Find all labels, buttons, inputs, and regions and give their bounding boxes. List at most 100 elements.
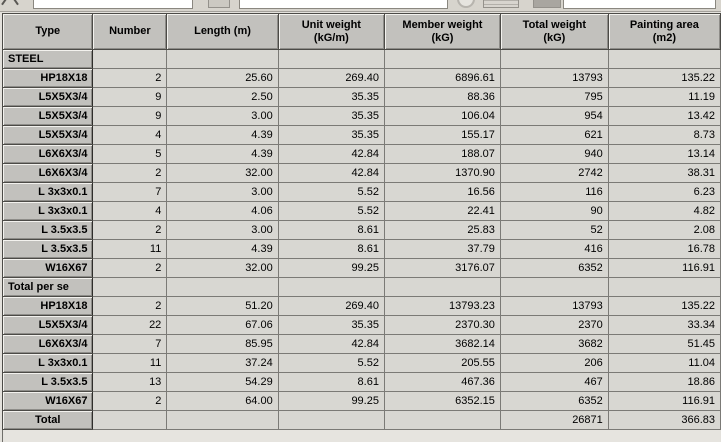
data-cell[interactable]: 54.29 (166, 372, 279, 392)
data-cell[interactable]: 16.56 (383, 182, 501, 202)
data-cell[interactable]: 13.42 (607, 106, 721, 126)
type-cell[interactable]: L 3x3x0.1 (1, 201, 94, 221)
toolbar-button-1[interactable] (208, 0, 230, 8)
data-cell[interactable]: 467 (499, 372, 609, 392)
data-cell[interactable] (277, 49, 385, 69)
data-cell[interactable] (607, 277, 721, 297)
data-cell[interactable]: 269.40 (277, 296, 385, 316)
data-cell[interactable]: 155.17 (383, 125, 501, 145)
grid-tool-button[interactable] (483, 0, 519, 8)
data-cell[interactable]: 2 (92, 296, 168, 316)
data-cell[interactable]: 2 (92, 163, 168, 183)
data-cell[interactable]: 2370 (499, 315, 609, 335)
data-cell[interactable]: 37.79 (383, 239, 501, 259)
type-cell[interactable]: L 3.5x3.5 (1, 239, 94, 259)
data-cell[interactable]: 954 (499, 106, 609, 126)
data-cell[interactable] (166, 49, 279, 69)
data-cell[interactable]: 42.84 (277, 163, 385, 183)
data-cell[interactable]: 135.22 (607, 68, 721, 88)
type-cell[interactable]: L5X5X3/4 (1, 106, 94, 126)
data-cell[interactable]: 38.31 (607, 163, 721, 183)
data-cell[interactable]: 37.24 (166, 353, 279, 373)
data-cell[interactable]: 13793.23 (383, 296, 501, 316)
toolbar-input-2[interactable] (239, 0, 448, 9)
circle-tool-icon[interactable] (457, 0, 475, 8)
partial-tool-icon-1[interactable] (1, 0, 11, 6)
column-header-number[interactable]: Number (92, 13, 168, 50)
data-cell[interactable]: 3.00 (166, 106, 279, 126)
data-cell[interactable]: 13793 (499, 68, 609, 88)
data-cell[interactable]: 2.50 (166, 87, 279, 107)
data-cell[interactable]: 13793 (499, 296, 609, 316)
data-cell[interactable]: 18.86 (607, 372, 721, 392)
data-cell[interactable]: 795 (499, 87, 609, 107)
data-cell[interactable]: 42.84 (277, 334, 385, 354)
data-cell[interactable]: 2742 (499, 163, 609, 183)
data-cell[interactable] (92, 277, 168, 297)
toolbar-input-1[interactable] (33, 0, 193, 9)
data-cell[interactable]: 8.61 (277, 372, 385, 392)
data-cell[interactable] (166, 277, 279, 297)
data-cell[interactable] (607, 49, 721, 69)
data-cell[interactable]: 188.07 (383, 144, 501, 164)
data-cell[interactable]: 467.36 (383, 372, 501, 392)
data-cell[interactable]: 11 (92, 353, 168, 373)
data-cell[interactable]: 90 (499, 201, 609, 221)
type-cell[interactable]: L 3x3x0.1 (1, 353, 94, 373)
type-cell[interactable]: W16X67 (1, 391, 94, 411)
partial-tool-icon-2[interactable] (9, 0, 19, 6)
data-cell[interactable]: 6352 (499, 258, 609, 278)
data-cell[interactable]: 13 (92, 372, 168, 392)
data-cell[interactable]: 106.04 (383, 106, 501, 126)
data-cell[interactable] (277, 410, 385, 430)
data-cell[interactable] (383, 277, 501, 297)
data-cell[interactable]: 11 (92, 239, 168, 259)
data-cell[interactable]: 35.35 (277, 87, 385, 107)
data-cell[interactable]: 42.84 (277, 144, 385, 164)
type-cell[interactable]: L 3x3x0.1 (1, 182, 94, 202)
data-cell[interactable]: 8.73 (607, 125, 721, 145)
data-cell[interactable]: 11.19 (607, 87, 721, 107)
type-cell[interactable]: L6X6X3/4 (1, 163, 94, 183)
data-cell[interactable]: 8.61 (277, 220, 385, 240)
data-cell[interactable]: 51.20 (166, 296, 279, 316)
data-cell[interactable]: 205.55 (383, 353, 501, 373)
data-cell[interactable]: 99.25 (277, 391, 385, 411)
data-cell[interactable]: 88.36 (383, 87, 501, 107)
type-cell[interactable]: L5X5X3/4 (1, 87, 94, 107)
data-cell[interactable]: 4.82 (607, 201, 721, 221)
data-cell[interactable] (499, 49, 609, 69)
data-cell[interactable]: 3.00 (166, 182, 279, 202)
type-cell[interactable]: L6X6X3/4 (1, 334, 94, 354)
data-cell[interactable]: 25.60 (166, 68, 279, 88)
data-cell[interactable] (499, 277, 609, 297)
data-cell[interactable]: 64.00 (166, 391, 279, 411)
data-cell[interactable]: 22.41 (383, 201, 501, 221)
data-cell[interactable] (92, 49, 168, 69)
data-cell[interactable] (383, 410, 501, 430)
data-cell[interactable]: 4.39 (166, 125, 279, 145)
data-cell[interactable]: 51.45 (607, 334, 721, 354)
data-cell[interactable]: 11.04 (607, 353, 721, 373)
data-cell[interactable]: 35.35 (277, 125, 385, 145)
data-cell[interactable]: 135.22 (607, 296, 721, 316)
type-cell[interactable]: L5X5X3/4 (1, 125, 94, 145)
data-cell[interactable]: 32.00 (166, 163, 279, 183)
data-cell[interactable]: 8.61 (277, 239, 385, 259)
data-cell[interactable]: 1370.90 (383, 163, 501, 183)
data-cell[interactable]: 7 (92, 334, 168, 354)
type-cell[interactable]: HP18X18 (1, 68, 94, 88)
section-label-cell[interactable]: Total per se (1, 277, 94, 297)
data-cell[interactable]: 9 (92, 106, 168, 126)
type-cell[interactable]: L 3.5x3.5 (1, 372, 94, 392)
column-header-painting-area[interactable]: Painting area (m2) (607, 13, 721, 50)
data-cell[interactable]: 3682 (499, 334, 609, 354)
data-cell[interactable]: 2370.30 (383, 315, 501, 335)
data-cell[interactable]: 3176.07 (383, 258, 501, 278)
data-cell[interactable] (166, 410, 279, 430)
data-cell[interactable]: 2.08 (607, 220, 721, 240)
data-cell[interactable]: 206 (499, 353, 609, 373)
data-cell[interactable]: 35.35 (277, 315, 385, 335)
data-cell[interactable]: 2 (92, 258, 168, 278)
type-cell[interactable]: L5X5X3/4 (1, 315, 94, 335)
